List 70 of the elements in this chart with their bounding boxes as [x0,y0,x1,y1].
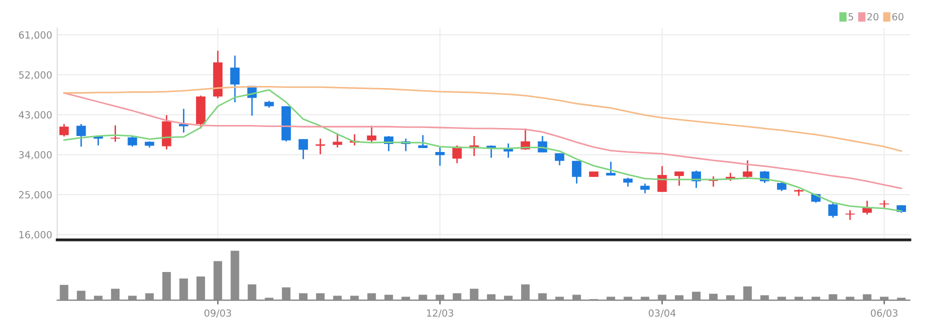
bar [162,272,171,300]
bar [128,296,137,300]
legend-label: 60 [892,13,904,20]
bar [794,296,804,300]
bar [692,292,701,300]
candlestick [316,138,326,155]
candlestick [845,209,855,221]
bar [504,296,513,300]
y-tick-label: 61,000 [19,31,52,40]
bar [658,294,666,300]
bar [674,295,684,300]
bar [846,296,854,300]
bar [264,298,274,300]
bar [111,288,120,300]
bar [316,293,325,300]
bar [743,286,752,300]
bar [777,296,786,300]
bar [624,296,632,300]
bar [230,250,240,300]
bar [94,296,102,300]
line-series [63,92,902,190]
bar [436,294,444,300]
y-tick-label: 25,000 [19,191,52,200]
bar [880,296,888,300]
bar [418,294,428,300]
bar [812,296,820,300]
candlestick [794,188,804,197]
bar [521,284,530,300]
y-tick-label: 43,000 [18,111,52,120]
y-tick-label: 16,000 [19,231,52,240]
bar [179,278,188,300]
bar [196,276,206,300]
bar [486,294,496,300]
bar [452,293,462,300]
candlestick [59,123,69,138]
bar [897,298,906,300]
bar [606,296,616,300]
bar [76,290,86,300]
line-series [63,86,902,152]
candlestick [880,200,889,208]
x-tick-label: 03/04 [648,309,676,318]
bar [555,296,564,300]
bar [572,294,581,300]
bar [145,293,154,300]
bar [640,296,650,300]
candlestick [589,170,598,178]
bar [248,284,256,300]
bar [350,296,359,300]
bar [367,293,376,300]
bar [828,294,838,300]
x-tick-label: 12/03 [427,309,454,318]
bar [726,295,735,300]
legend-label: 20 [867,13,878,20]
bar [862,294,872,300]
bar [384,294,393,300]
bar [402,296,410,300]
legend-label: 5 [848,13,854,20]
y-tick-label: 52,000 [19,71,52,80]
bar [60,284,68,300]
bar [470,288,478,300]
bar [214,261,222,300]
bar [538,293,547,300]
bar [760,295,769,300]
bar [333,296,342,300]
y-tick-label: 34,000 [19,151,52,160]
bar [299,293,308,300]
bar [282,287,290,300]
x-tick-label: 06/03 [870,309,898,318]
bar [709,294,718,300]
x-tick-label: 09/03 [204,309,232,318]
